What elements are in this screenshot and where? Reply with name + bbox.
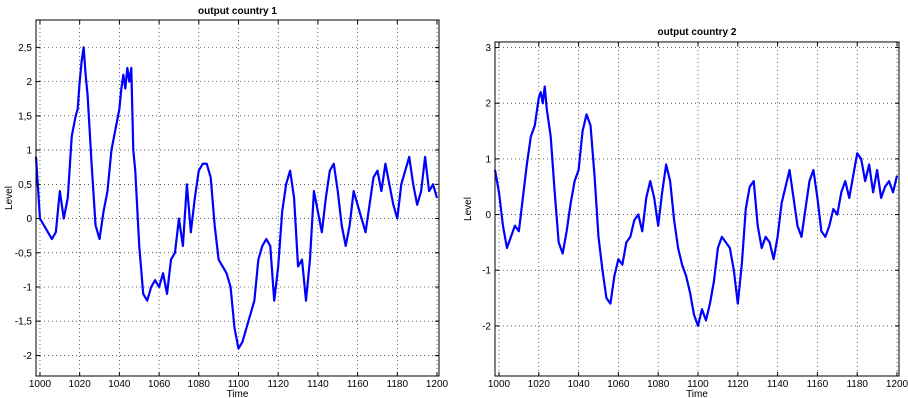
plot-area bbox=[36, 20, 439, 376]
y-axis-label: Level bbox=[4, 186, 15, 210]
x-tick-label: 1060 bbox=[607, 379, 630, 390]
x-tick-label: 1100 bbox=[687, 379, 709, 390]
y-tick-label: -2 bbox=[482, 321, 491, 332]
y-axis-label: Level bbox=[463, 197, 474, 221]
chart-panel-1: 1000 1020 1040 1060 1080 1100 1120 1140 1160 1180… bbox=[4, 6, 449, 398]
x-tick-label: 1160 bbox=[347, 379, 369, 390]
y-tick-label: 1 bbox=[485, 154, 491, 165]
x-tick-label: 1200 bbox=[426, 379, 449, 390]
y-tick-label: -1 bbox=[482, 266, 491, 277]
x-tick-label: 1160 bbox=[807, 379, 829, 390]
y-tick-label: 2 bbox=[26, 77, 32, 88]
chart-panel-2: 1000 1020 1040 1060 1080 1100 1120 1140 1160 1180… bbox=[463, 27, 908, 398]
x-tick-label: 1000 bbox=[29, 379, 52, 390]
x-tick-label: 1080 bbox=[188, 379, 211, 390]
y-tick-label: -0,5 bbox=[15, 248, 33, 259]
x-tick-label: 1140 bbox=[307, 379, 329, 390]
x-tick-label: 1000 bbox=[488, 379, 511, 390]
y-tick-label: 0 bbox=[485, 210, 491, 221]
y-tick-label: 0 bbox=[26, 214, 32, 225]
x-tick-label: 1180 bbox=[387, 379, 409, 390]
x-tick-label: 1020 bbox=[528, 379, 551, 390]
x-tick-label: 1020 bbox=[69, 379, 92, 390]
y-tick-label: -1 bbox=[23, 283, 32, 294]
axes-frame bbox=[35, 19, 440, 377]
y-tick-label: 1,5 bbox=[18, 111, 32, 122]
y-tick-label: 2,5 bbox=[18, 43, 32, 54]
y-tick-label: 2 bbox=[485, 99, 491, 110]
x-tick-label: 1080 bbox=[647, 379, 670, 390]
chart-title: output country 2 bbox=[658, 27, 737, 38]
y-tick-label: 3 bbox=[485, 43, 491, 54]
x-axis-label: Time bbox=[227, 389, 249, 398]
x-tick-label: 1120 bbox=[727, 379, 749, 390]
series-line bbox=[34, 46, 439, 350]
x-tick-label: 1060 bbox=[148, 379, 171, 390]
x-tick-label: 1200 bbox=[886, 379, 908, 390]
x-tick-label: 1040 bbox=[567, 379, 590, 390]
chart-title: output country 1 bbox=[198, 6, 277, 17]
axes-frame bbox=[494, 41, 900, 377]
x-axis-label: Time bbox=[686, 389, 708, 398]
x-tick-label: 1140 bbox=[767, 379, 789, 390]
x-tick-label: 1100 bbox=[228, 379, 250, 390]
x-tick-label: 1120 bbox=[267, 379, 289, 390]
y-tick-label: 1 bbox=[26, 146, 32, 157]
y-tick-label: 0,5 bbox=[18, 180, 32, 191]
y-tick-label: -1,5 bbox=[15, 317, 33, 328]
x-tick-label: 1040 bbox=[108, 379, 131, 390]
x-tick-label: 1180 bbox=[846, 379, 868, 390]
series-line bbox=[493, 85, 899, 327]
y-tick-label: -2 bbox=[23, 351, 32, 362]
